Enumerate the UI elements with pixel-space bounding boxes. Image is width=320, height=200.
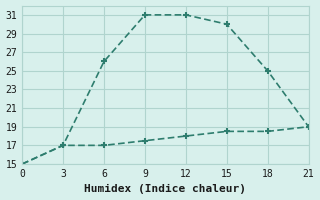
X-axis label: Humidex (Indice chaleur): Humidex (Indice chaleur) xyxy=(84,184,246,194)
